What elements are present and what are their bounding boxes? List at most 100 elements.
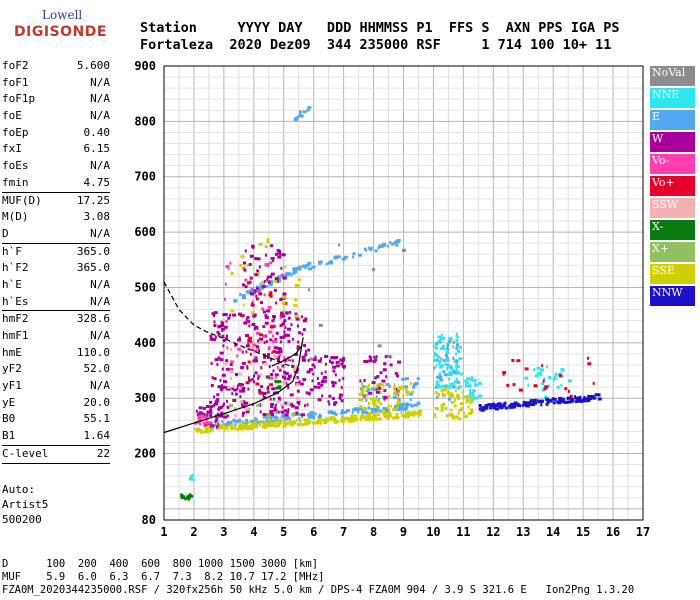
data-point [582, 397, 585, 401]
data-point [303, 418, 308, 422]
data-point [363, 247, 366, 251]
data-point [413, 403, 418, 407]
data-point [310, 414, 315, 418]
data-point [365, 385, 369, 389]
data-point [340, 420, 345, 424]
param-value: 5.600 [76, 59, 110, 72]
data-point [332, 381, 337, 385]
data-point [238, 372, 243, 376]
data-point [446, 343, 450, 347]
data-point [202, 406, 206, 410]
data-point [276, 357, 280, 361]
data-point [320, 371, 323, 375]
data-point [455, 394, 460, 398]
data-point [367, 246, 370, 250]
data-point [467, 384, 472, 388]
data-point [448, 336, 453, 340]
data-point [246, 316, 250, 319]
data-point [249, 424, 253, 428]
data-point [553, 397, 557, 401]
data-point [452, 341, 455, 344]
data-point [224, 319, 228, 323]
data-point [545, 397, 550, 401]
data-point [352, 419, 356, 423]
data-point [244, 278, 248, 282]
data-point [282, 424, 287, 428]
data-point [287, 316, 291, 320]
data-point [571, 399, 574, 403]
data-point [530, 402, 534, 406]
data-point [448, 394, 452, 398]
data-point [434, 385, 438, 389]
data-point [294, 314, 299, 318]
data-point [207, 421, 212, 425]
data-point [240, 255, 245, 259]
data-point [333, 402, 337, 406]
data-point [230, 427, 234, 431]
data-point [568, 389, 570, 393]
data-point [562, 398, 566, 402]
data-point [253, 380, 255, 384]
data-point [433, 358, 436, 362]
data-point [506, 383, 510, 387]
data-point [324, 370, 327, 374]
data-point [263, 293, 266, 297]
data-point [450, 408, 453, 412]
data-point [503, 402, 506, 406]
data-point [405, 402, 409, 406]
data-point [368, 402, 370, 405]
data-point [447, 339, 452, 343]
data-point [216, 393, 220, 397]
param-name: h`F [2, 244, 22, 258]
footer-muf-row: MUF 5.9 6.0 6.3 6.7 7.3 8.2 10.7 17.2 [M… [2, 571, 325, 583]
data-point [370, 246, 373, 250]
data-point [284, 377, 287, 381]
data-point [587, 362, 592, 366]
data-point [317, 382, 321, 385]
data-point [338, 396, 342, 400]
param-separator [2, 310, 110, 312]
data-point [492, 405, 496, 409]
data-point [290, 273, 293, 277]
data-point [438, 362, 441, 366]
data-point [289, 421, 293, 425]
data-point [270, 423, 275, 427]
data-point [220, 426, 225, 430]
data-point [437, 335, 442, 339]
data-point [282, 420, 286, 424]
data-point [276, 417, 280, 421]
data-point [256, 257, 261, 261]
data-point [245, 420, 248, 424]
data-point [258, 388, 262, 392]
data-point [393, 383, 396, 387]
data-point [454, 380, 459, 384]
data-point [240, 423, 244, 427]
data-point [375, 413, 378, 417]
data-point [214, 358, 219, 362]
data-point [245, 350, 248, 354]
data-point [250, 291, 253, 295]
data-point [404, 415, 407, 419]
data-point [455, 367, 458, 371]
data-point [266, 278, 269, 282]
data-point [266, 275, 269, 279]
data-point [230, 271, 234, 275]
data-point [284, 265, 287, 269]
data-point [258, 265, 261, 269]
data-point [449, 371, 454, 375]
data-point [252, 419, 257, 423]
data-point [409, 392, 414, 396]
data-point [233, 388, 238, 392]
data-point [303, 344, 307, 347]
data-point [470, 399, 473, 403]
data-point [210, 361, 213, 365]
data-point [269, 291, 273, 295]
data-point [217, 427, 220, 431]
data-point [226, 421, 230, 425]
data-point [223, 415, 228, 419]
data-point [267, 346, 271, 350]
data-point [465, 396, 469, 400]
data-point [469, 388, 471, 392]
header-values: Fortaleza 2020 Dez09 344 235000 RSF 1 71… [140, 37, 612, 53]
data-point [239, 389, 244, 393]
